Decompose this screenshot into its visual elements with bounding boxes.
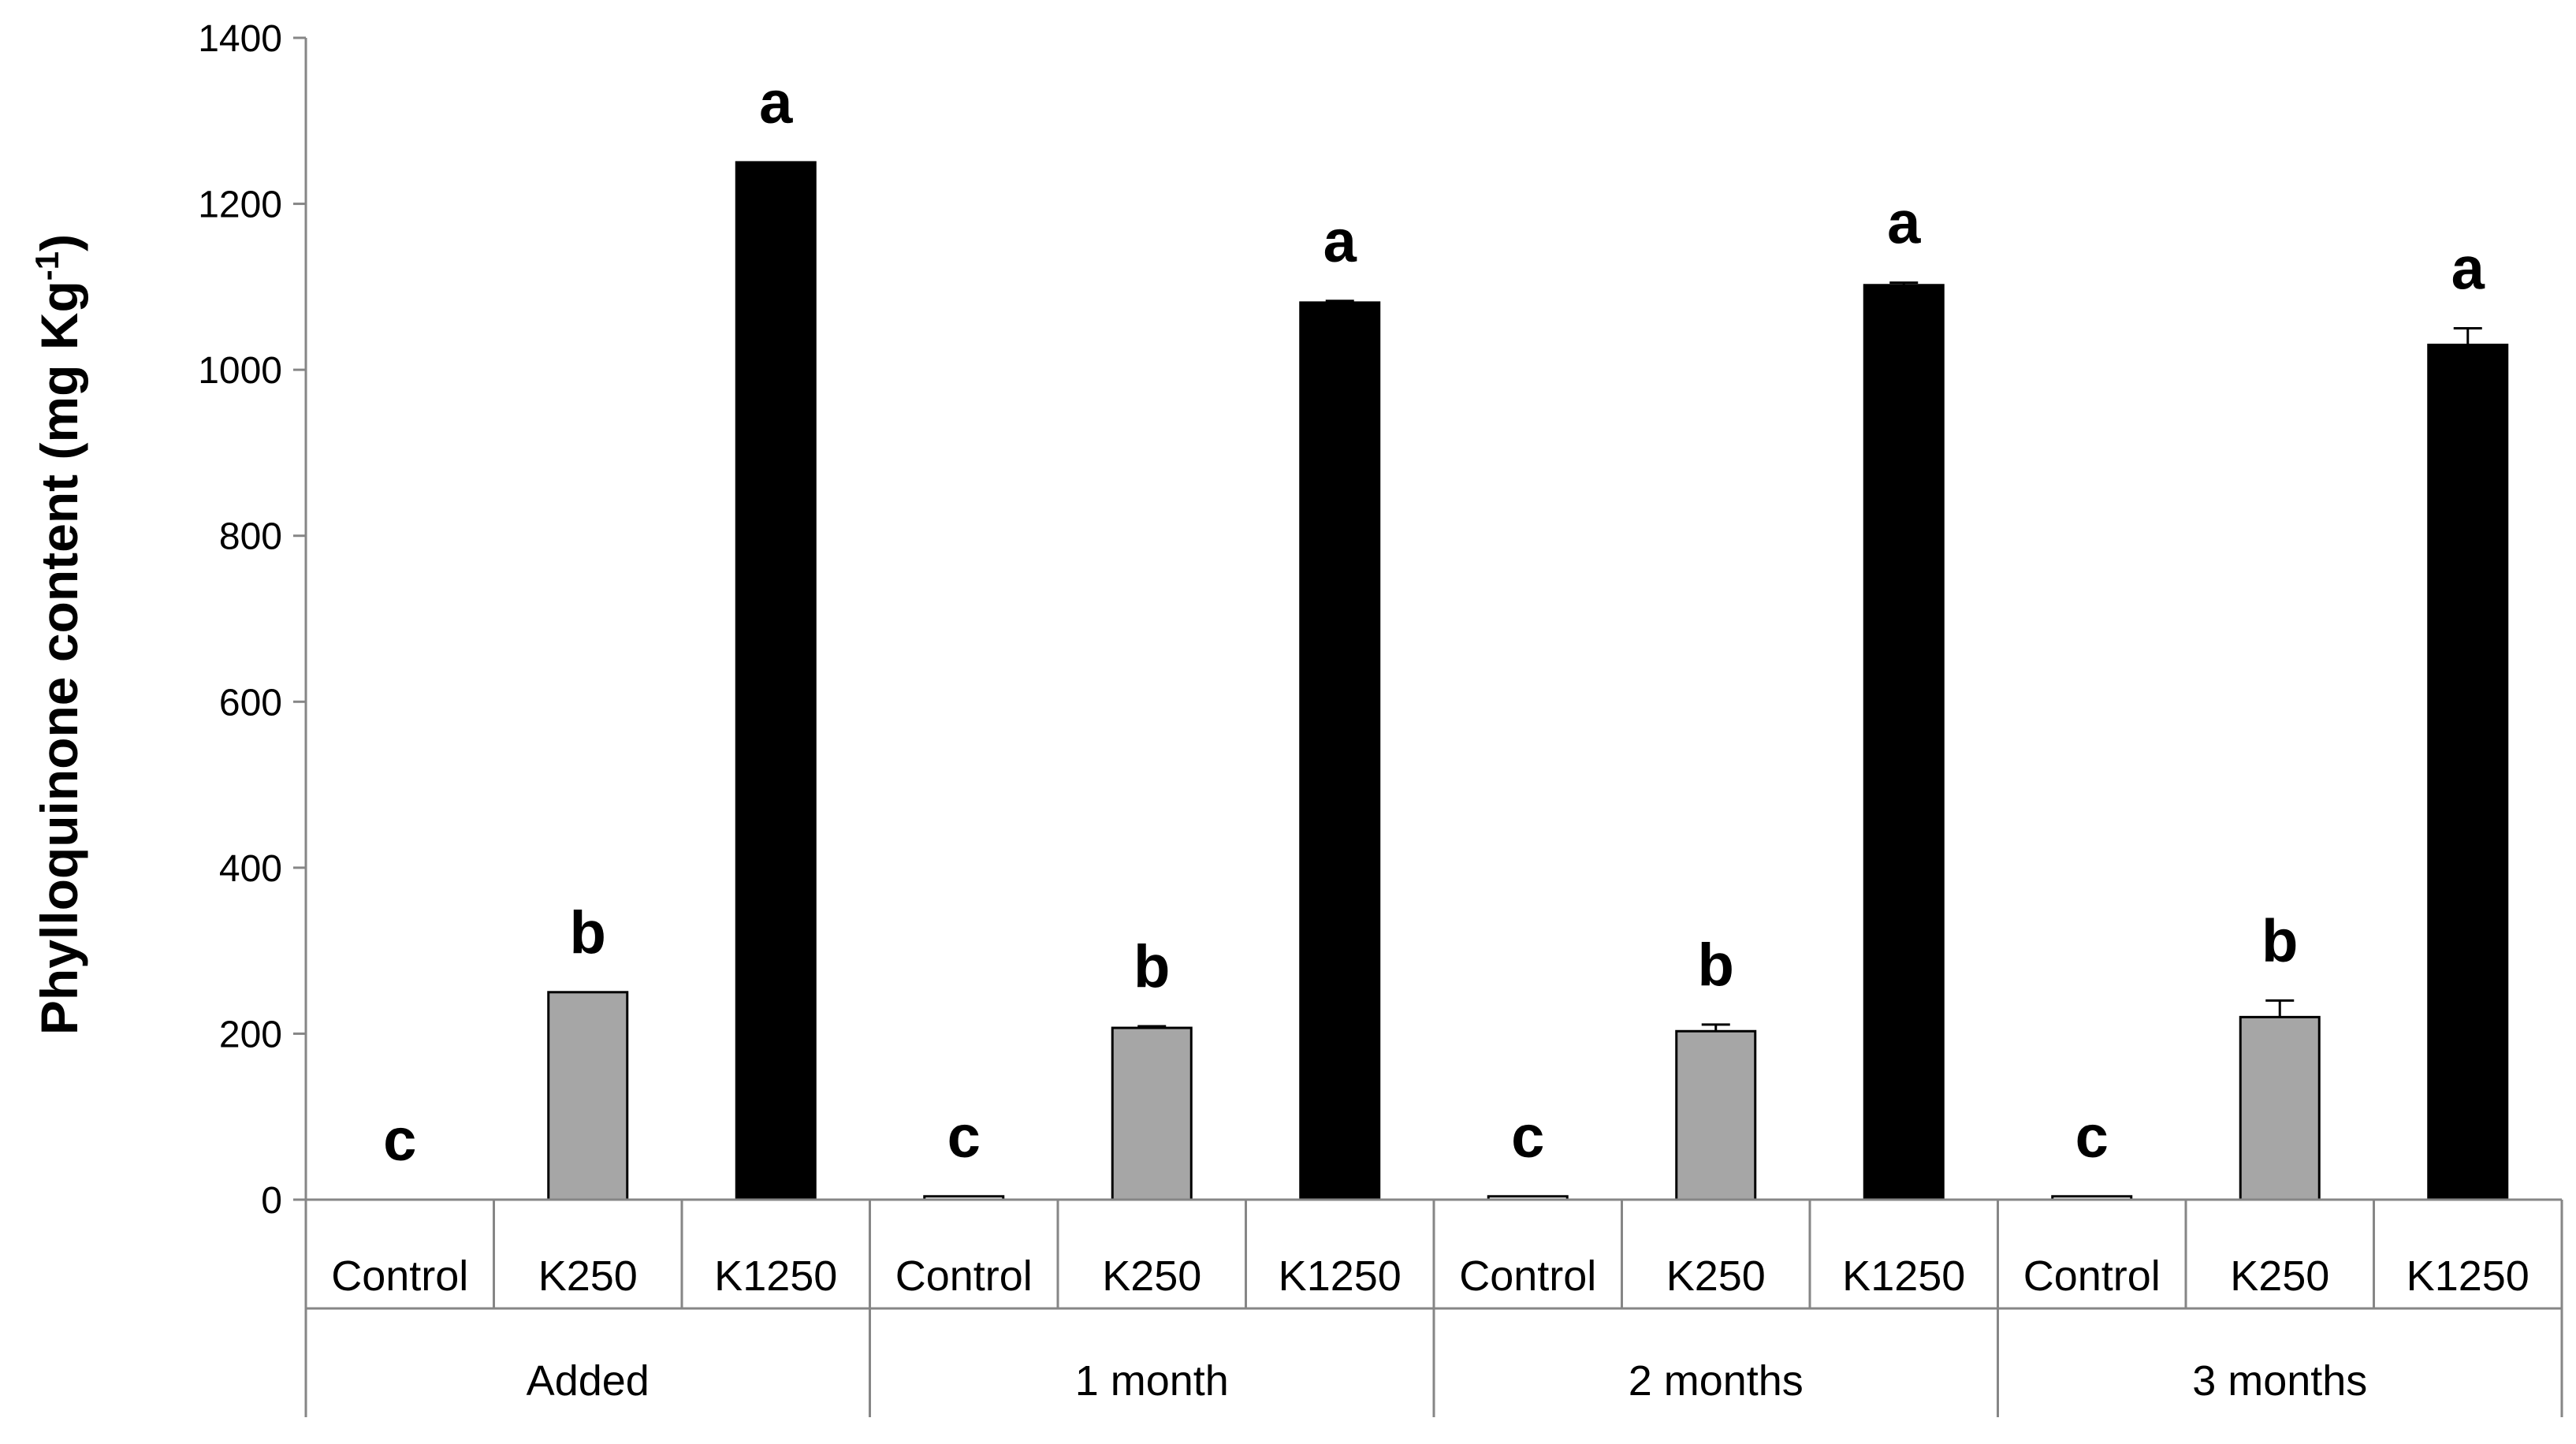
x-group-label: 2 months: [1629, 1357, 1804, 1405]
x-category-label: K1250: [2407, 1252, 2529, 1300]
y-axis-label-close: ): [30, 234, 88, 251]
y-axis-title: Phylloquinone content (mg Kg-1): [28, 234, 88, 1035]
y-tick-label: 400: [219, 848, 282, 890]
x-group-label: 3 months: [2192, 1357, 2367, 1405]
bar-k1250-4: [2427, 344, 2509, 1201]
significance-label: a: [2451, 236, 2485, 303]
x-category-label: K1250: [1279, 1252, 1402, 1300]
y-tick-label: 600: [219, 682, 282, 724]
y-tick-label: 1000: [198, 350, 282, 392]
x-category-label: Control: [331, 1252, 468, 1300]
significance-label: c: [2075, 1103, 2109, 1170]
bar-k1250-3: [1863, 284, 1945, 1201]
bar-k1250-2: [1299, 301, 1381, 1201]
y-axis-label-text: Phylloquinone content (mg Kg: [30, 281, 88, 1035]
x-category-label: K250: [2230, 1252, 2329, 1300]
x-category-label: K250: [1102, 1252, 1201, 1300]
bar-k250-4: [2239, 1015, 2321, 1201]
bar-k250-1: [547, 991, 629, 1201]
y-tick-label: 1200: [198, 184, 282, 226]
x-category-label: K1250: [1842, 1252, 1965, 1300]
x-group-label: Added: [527, 1357, 650, 1405]
significance-label: c: [383, 1107, 416, 1174]
significance-label: c: [947, 1103, 981, 1170]
x-axis: Control K250 K1250 Added Control K250 K1250 1 m…: [304, 1198, 2563, 1417]
significance-label: a: [759, 69, 793, 136]
significance-label: a: [1323, 208, 1357, 275]
y-tick-label: 1400: [198, 18, 282, 60]
significance-label: c: [1511, 1103, 1544, 1170]
y-axis-label-superscript: -1: [28, 251, 65, 281]
bar-k250-3: [1675, 1029, 1757, 1201]
y-axis-label: Phylloquinone content (mg Kg-1): [28, 234, 88, 1035]
x-category-label: K250: [538, 1252, 638, 1300]
significance-label: b: [1698, 932, 1734, 999]
x-category-label: Control: [1459, 1252, 1596, 1300]
significance-label: b: [1134, 933, 1170, 1000]
y-axis: 0 200 400 600 800 1000 1200 1400: [198, 18, 307, 1222]
x-group-label: 1 month: [1075, 1357, 1229, 1405]
y-tick-label: 800: [219, 516, 282, 558]
significance-label: a: [1887, 190, 1921, 257]
bar-k250-2: [1111, 1026, 1193, 1201]
bars: c b a c b a c b a c b a: [383, 69, 2509, 1201]
significance-label: b: [2261, 907, 2298, 974]
x-category-label: K1250: [714, 1252, 837, 1300]
significance-label: b: [570, 899, 606, 966]
y-tick-label: 200: [219, 1014, 282, 1055]
x-category-label: Control: [2023, 1252, 2161, 1300]
bar-k1250-1: [735, 161, 817, 1201]
y-tick-label: 0: [261, 1180, 282, 1222]
x-category-label: Control: [895, 1252, 1033, 1300]
x-category-label: K250: [1666, 1252, 1766, 1300]
